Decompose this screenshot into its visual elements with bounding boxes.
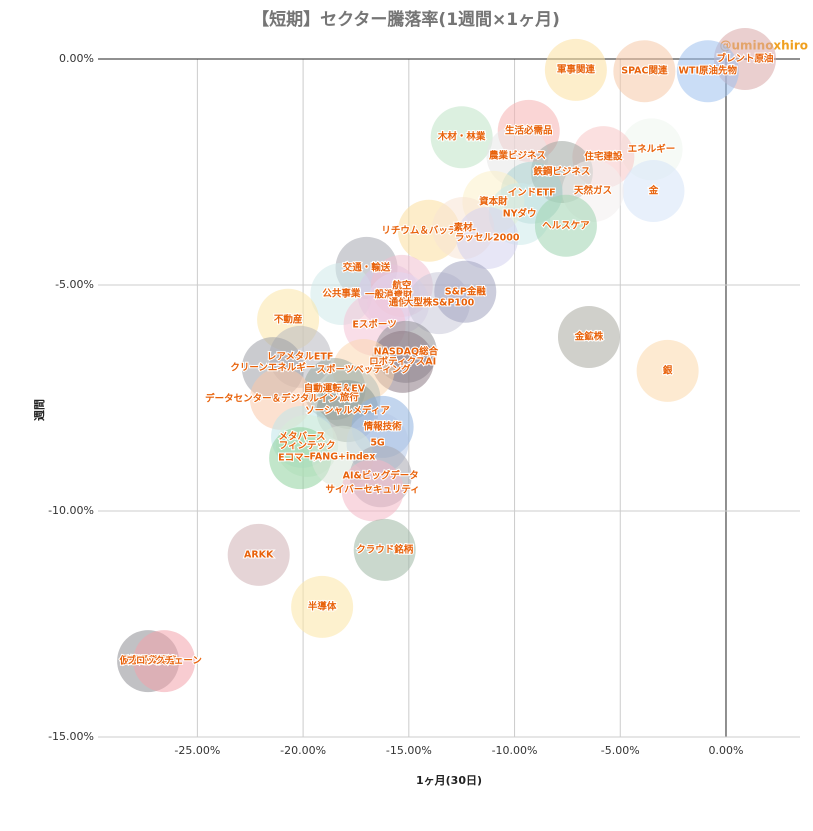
bubble bbox=[434, 260, 497, 323]
bubble-label: 公共事業 bbox=[322, 288, 361, 300]
bubble bbox=[227, 523, 290, 586]
y-tick-label: 0.00% bbox=[59, 52, 94, 65]
bubble-label: 金 bbox=[648, 184, 659, 196]
bubble-label: 農業ビジネス bbox=[489, 150, 546, 162]
bubble-label: NASDAQ総合 bbox=[374, 345, 439, 357]
x-tick-label: -10.00% bbox=[492, 744, 538, 757]
y-tick-label: -10.00% bbox=[48, 504, 94, 517]
bubble-label: ラッセル2000 bbox=[455, 232, 520, 243]
bubble-label: 半導体 bbox=[308, 600, 337, 612]
bubble bbox=[353, 518, 416, 581]
bubble-label: NYダウ bbox=[503, 208, 537, 220]
bubble-label: ARKK bbox=[244, 549, 274, 560]
bubble-label: 資本財 bbox=[479, 195, 508, 207]
chart-title: 【短期】セクター騰落率(1週間×1ヶ月) bbox=[252, 9, 560, 30]
bubble-label: 自動運転＆EV bbox=[304, 382, 366, 394]
bubble bbox=[557, 305, 620, 368]
x-tick-label: -25.00% bbox=[174, 744, 220, 757]
bubble-label: 航空 bbox=[392, 279, 412, 291]
bubble bbox=[456, 206, 519, 269]
x-axis-label: 1ヶ月(30日) bbox=[416, 774, 482, 787]
bubble bbox=[133, 630, 196, 693]
bubble-label: エネルギー bbox=[628, 143, 676, 155]
bubble bbox=[544, 38, 607, 101]
bubble-label: ソーシャルメディア bbox=[305, 405, 390, 417]
bubble-label: 大型株S&P100 bbox=[404, 297, 475, 309]
bubble-label: 素材 bbox=[453, 222, 474, 234]
bubble bbox=[291, 575, 354, 638]
bubble-label: レアメタルETF bbox=[267, 350, 333, 362]
bubble-label: 鉄鋼ビジネス bbox=[533, 166, 590, 178]
bubble-label: WTI原油先物 bbox=[679, 65, 738, 77]
x-tick-label: -20.00% bbox=[280, 744, 326, 757]
bubble-label: 木材・林業 bbox=[437, 131, 486, 143]
bubble-label: ヘルスケア bbox=[542, 220, 590, 231]
bubble-label: 通信 bbox=[389, 297, 409, 309]
bubble-label: S&P金融 bbox=[445, 285, 487, 297]
x-tick-label: 0.00% bbox=[709, 744, 744, 757]
bubble-label: クラウド銘柄 bbox=[356, 543, 414, 555]
bubble-label: ロボティクスAI bbox=[369, 355, 436, 367]
bubble bbox=[534, 194, 597, 257]
bubble-label: データセンター＆デジタルインフラ bbox=[205, 392, 357, 404]
bubble-label: リチウム＆バッテリー bbox=[381, 224, 476, 236]
bubble-label: 不動産 bbox=[274, 313, 303, 325]
bubble bbox=[636, 339, 699, 402]
bubble bbox=[430, 106, 493, 169]
y-tick-label: -15.00% bbox=[48, 730, 94, 743]
y-tick-label: -5.00% bbox=[55, 278, 94, 291]
bubble-label: SPAC関連 bbox=[621, 65, 668, 77]
bubble bbox=[613, 40, 676, 103]
bubble bbox=[676, 40, 739, 103]
bubble-label: クリーンエネルギー bbox=[230, 362, 315, 374]
bubble-label: メタバース bbox=[279, 430, 326, 442]
bubble-label: 生活必需品 bbox=[505, 124, 553, 136]
bubble-label: Eスポーツ bbox=[352, 318, 396, 330]
bubble-label: 軍事関連 bbox=[557, 63, 596, 75]
y-axis-label: 週間 bbox=[32, 399, 46, 421]
bubble-label: FANG+index bbox=[310, 451, 376, 462]
bubble-label: 交通・輸送 bbox=[343, 261, 391, 273]
bubble-label: 住宅建設 bbox=[584, 151, 623, 163]
bubble-label: AI&ビッグデータ bbox=[343, 470, 419, 482]
bubble-label: 情報技術 bbox=[363, 420, 403, 432]
bubble-label: スポーツベッティング bbox=[316, 363, 411, 375]
bubble bbox=[622, 159, 685, 222]
bubble-label: 銀 bbox=[663, 364, 673, 376]
bubble-label: 一般消費財 bbox=[365, 288, 413, 300]
bubble-label: 天然ガス bbox=[574, 184, 612, 196]
x-tick-label: -15.00% bbox=[386, 744, 432, 757]
bubble-label: 金鉱株 bbox=[574, 330, 604, 342]
bubble-label: フィンテック bbox=[279, 440, 336, 451]
bubble-label: インドETF bbox=[508, 187, 556, 198]
bubble-label: 旅行 bbox=[340, 392, 360, 404]
bubble-label: サイバーセキュリティ bbox=[326, 484, 420, 496]
bubble-label: Eコマース bbox=[278, 453, 322, 464]
x-tick-label: -5.00% bbox=[601, 744, 640, 757]
bubble-label: ブレント原油 bbox=[717, 53, 774, 65]
bubble-label: 5G bbox=[370, 438, 385, 449]
bubble-label: 仮想通貨関連 bbox=[119, 655, 178, 667]
bubble-label: ブロックチェーン bbox=[126, 655, 202, 667]
bubble bbox=[341, 459, 404, 522]
